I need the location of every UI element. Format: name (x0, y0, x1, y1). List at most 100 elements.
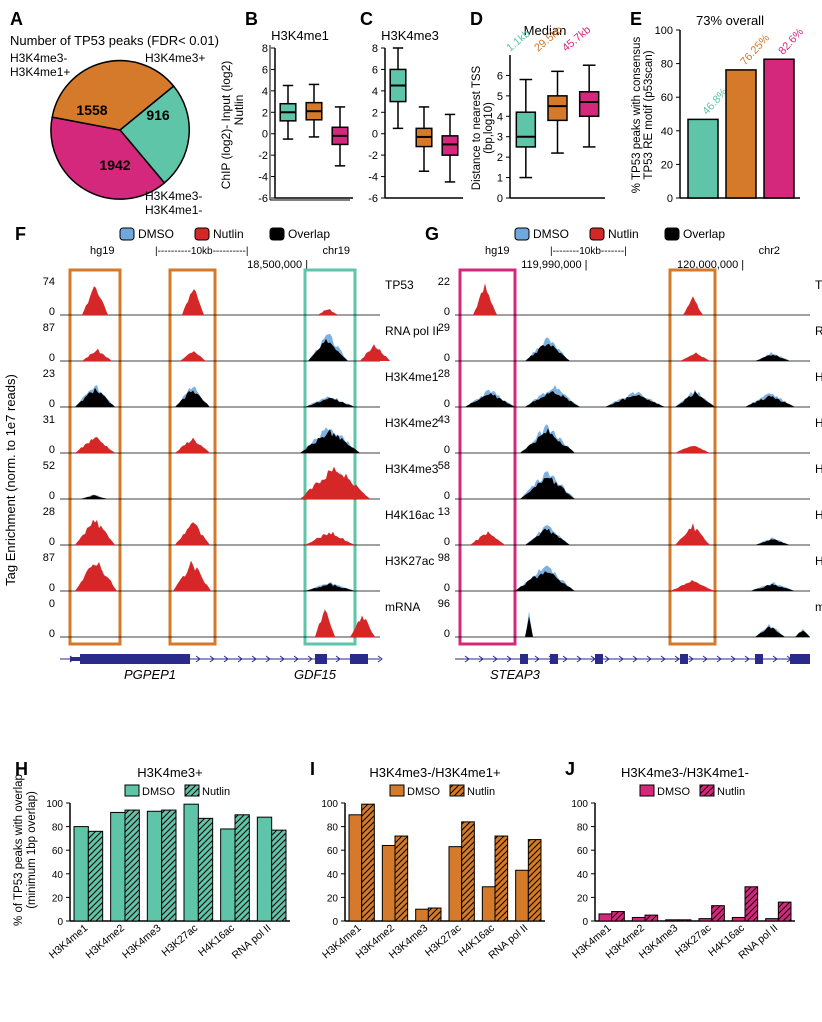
svg-text:0: 0 (57, 917, 63, 928)
svg-text:28: 28 (438, 368, 450, 380)
svg-text:100: 100 (321, 799, 338, 810)
svg-text:Nutlin: Nutlin (213, 227, 244, 241)
svg-text:0: 0 (444, 628, 450, 640)
svg-text:80: 80 (52, 823, 64, 834)
svg-text:60: 60 (577, 846, 589, 857)
panel-a-slice2-a: H3K4me3- (145, 189, 202, 203)
svg-text:mRNA: mRNA (815, 600, 822, 614)
svg-text:H3K4me1: H3K4me1 (385, 370, 439, 384)
svg-text:40: 40 (327, 870, 339, 881)
svg-text:20: 20 (577, 893, 589, 904)
svg-text:52: 52 (43, 460, 55, 472)
fg-ylabel: Tag Enrichment (norm. to 1e7 reads) (3, 374, 18, 586)
svg-text:0: 0 (444, 306, 450, 318)
svg-text:|--------10kb-------|: |--------10kb-------| (550, 246, 627, 257)
svg-text:Overlap: Overlap (288, 227, 330, 241)
panel-f-label: F (15, 224, 26, 244)
panel-e-overall: 73% overall (696, 13, 764, 28)
svg-text:60: 60 (327, 846, 339, 857)
svg-text:31: 31 (43, 414, 55, 426)
panel-g-label: G (425, 224, 439, 244)
svg-text:-6: -6 (368, 193, 378, 205)
svg-text:Nutlin: Nutlin (202, 786, 230, 798)
svg-text:43: 43 (438, 414, 450, 426)
svg-text:|----------10kb----------|: |----------10kb----------| (155, 246, 248, 257)
svg-text:20: 20 (327, 893, 339, 904)
svg-text:% of TP53 peaks with overlap: % of TP53 peaks with overlap (13, 774, 25, 926)
svg-text:(bp,log10): (bp,log10) (483, 102, 495, 154)
panel-b-title: H3K4me1 (271, 28, 329, 43)
svg-text:0: 0 (444, 398, 450, 410)
svg-text:TP53: TP53 (385, 278, 414, 292)
svg-text:hg19: hg19 (485, 245, 509, 257)
svg-text:87: 87 (43, 552, 55, 564)
svg-text:28: 28 (43, 506, 55, 518)
pie-val-teal: 916 (146, 107, 170, 123)
svg-text:20: 20 (52, 893, 64, 904)
svg-text:40: 40 (577, 870, 589, 881)
svg-text:chr2: chr2 (759, 245, 780, 257)
svg-text:0: 0 (49, 352, 55, 364)
svg-text:2: 2 (262, 107, 268, 119)
svg-text:RNA pol II: RNA pol II (815, 324, 822, 338)
svg-text:DMSO: DMSO (142, 786, 175, 798)
svg-text:98: 98 (438, 552, 450, 564)
svg-text:0: 0 (444, 536, 450, 548)
svg-text:58: 58 (438, 460, 450, 472)
svg-text:1: 1 (497, 173, 503, 185)
panel-c: C H3K4me3 (360, 9, 439, 43)
svg-text:-4: -4 (368, 172, 378, 184)
svg-text:% TP53 peaks with consensus: % TP53 peaks with consensus (631, 37, 643, 194)
svg-text:74: 74 (43, 276, 55, 288)
svg-text:23: 23 (43, 368, 55, 380)
svg-text:82.6%: 82.6% (776, 26, 806, 57)
panel-d: D Median 1.1kb 29.5kb 45.7kb (470, 9, 593, 54)
svg-text:80: 80 (661, 59, 673, 71)
svg-text:H3K27ac: H3K27ac (159, 922, 200, 959)
svg-text:0: 0 (49, 598, 55, 610)
svg-text:Nutlin: Nutlin (717, 786, 745, 798)
svg-text:87: 87 (43, 322, 55, 334)
svg-text:H3K27ac: H3K27ac (815, 554, 822, 568)
svg-text:80: 80 (577, 823, 589, 834)
svg-text:(minimum 1bp overlap): (minimum 1bp overlap) (26, 791, 38, 909)
svg-text:100: 100 (46, 799, 63, 810)
panel-c-title: H3K4me3 (381, 28, 439, 43)
svg-text:0: 0 (497, 193, 503, 205)
svg-text:Nutlin: Nutlin (232, 95, 246, 126)
panel-a-slice2-b: H3K4me1- (145, 203, 202, 217)
svg-text:RNA pol II: RNA pol II (385, 324, 439, 338)
svg-text:PGPEP1: PGPEP1 (124, 667, 176, 682)
svg-text:0: 0 (49, 582, 55, 594)
panel-c-label: C (360, 9, 373, 29)
panel-j-label: J (565, 759, 575, 779)
svg-text:6: 6 (497, 70, 503, 82)
svg-text:hg19: hg19 (90, 245, 114, 257)
svg-text:5: 5 (497, 91, 503, 103)
svg-text:STEAP3: STEAP3 (490, 667, 541, 682)
panel-a-slice1-name: H3K4me3+ (145, 51, 205, 65)
svg-text:0: 0 (49, 628, 55, 640)
svg-text:H3K4me2: H3K4me2 (83, 922, 127, 961)
svg-text:0: 0 (444, 582, 450, 594)
svg-text:40: 40 (52, 870, 64, 881)
svg-text:chr19: chr19 (322, 245, 350, 257)
svg-text:0: 0 (582, 917, 588, 928)
svg-text:96: 96 (438, 598, 450, 610)
svg-text:0: 0 (444, 352, 450, 364)
panel-j: J (565, 759, 575, 779)
svg-text:4: 4 (262, 86, 268, 98)
svg-text:0: 0 (667, 193, 673, 205)
panel-g: G (425, 224, 439, 244)
svg-text:0: 0 (444, 490, 450, 502)
svg-text:Nutlin: Nutlin (467, 786, 495, 798)
panel-a-slice3-name2: H3K4me1+ (10, 65, 70, 79)
svg-text:DMSO: DMSO (138, 227, 174, 241)
svg-text:H3K4me2: H3K4me2 (385, 416, 439, 430)
panel-e-label: E (630, 9, 642, 29)
svg-text:Nutlin: Nutlin (608, 227, 639, 241)
svg-text:13: 13 (438, 506, 450, 518)
svg-text:H3K27ac: H3K27ac (673, 922, 714, 959)
svg-text:8: 8 (262, 43, 268, 55)
svg-text:60: 60 (661, 92, 673, 104)
